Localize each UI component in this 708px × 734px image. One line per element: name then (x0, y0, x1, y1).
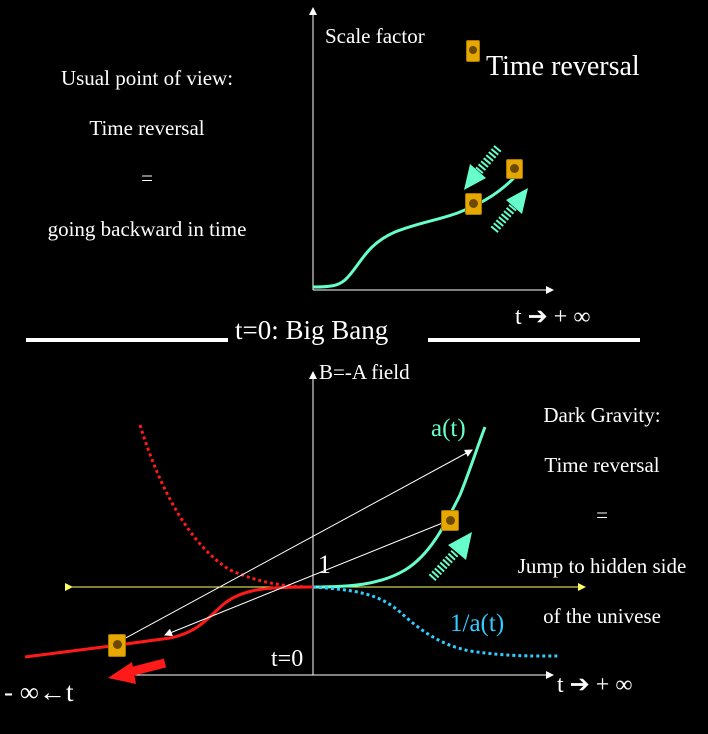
top-scale-curve (312, 174, 518, 289)
dark-gravity-line5: of the univese (543, 604, 661, 628)
a-of-t-label: a(t) (431, 415, 466, 442)
jump-arrow-up (121, 449, 473, 641)
bottom-x-axis-label-right: t ➔ + ∞ (557, 672, 633, 698)
clock-icon-top-lower (465, 193, 482, 215)
bottom-forward-arrow (428, 532, 472, 582)
unity-label: 1 (318, 550, 331, 579)
dark-gravity-line4: Jump to hidden side (517, 554, 687, 578)
top-forward-arrow (490, 188, 528, 233)
clock-icon-bottom-left (108, 634, 126, 657)
a-of-t-curve (312, 426, 487, 589)
big-bang-label: t=0: Big Bang (235, 315, 389, 345)
top-y-axis-label: Scale factor (325, 24, 425, 48)
clock-icon-top-upper (506, 159, 523, 179)
t0-label: t=0 (271, 646, 304, 672)
top-backward-arrow (464, 145, 502, 190)
dark-gravity-line1: Dark Gravity: (543, 403, 661, 427)
legend-clock-icon (466, 40, 480, 62)
clock-icon-bottom-right (441, 510, 459, 531)
usual-view-line1: Usual point of view: (60, 66, 234, 90)
top-graph (309, 7, 554, 294)
bottom-x-axis-label-left: - ∞←t (4, 677, 74, 707)
bottom-graph (24, 371, 586, 684)
dark-gravity-line3: = (596, 503, 608, 527)
top-legend-label: Time reversal (486, 51, 640, 82)
red-dotted-curve (138, 424, 314, 589)
usual-view-line4: going backward in time (47, 217, 247, 241)
top-x-axis-label: t ➔ + ∞ (515, 304, 591, 330)
usual-view-line2: Time reversal (89, 116, 205, 140)
bottom-backward-arrow (108, 658, 167, 684)
usual-view-line3: = (141, 166, 153, 190)
inverse-a-curve (312, 585, 561, 658)
jump-arrow-down (164, 521, 446, 637)
bottom-y-axis-label: B=-A field (319, 360, 410, 384)
red-solid-curve (24, 585, 314, 659)
inverse-a-label: 1/a(t) (450, 610, 505, 637)
dark-gravity-line2: Time reversal (544, 453, 660, 477)
